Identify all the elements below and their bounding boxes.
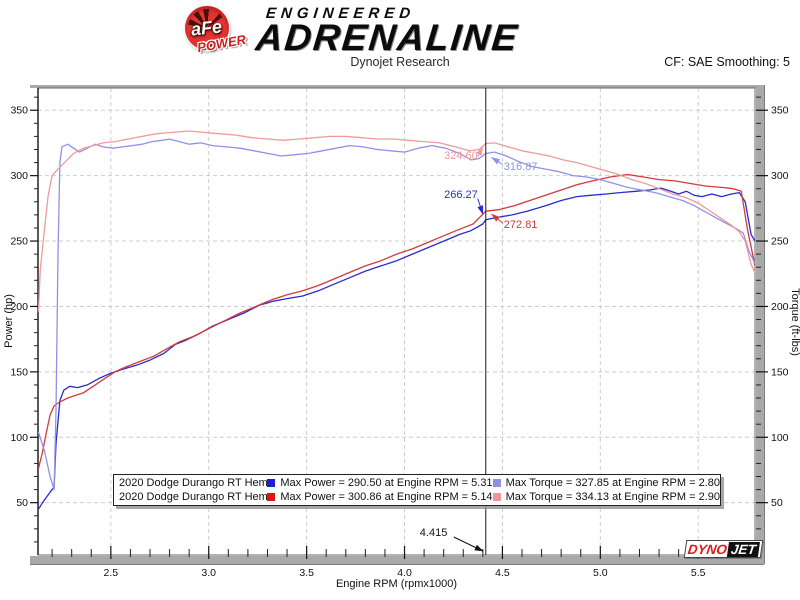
- axis-bar-bottom: [30, 556, 764, 564]
- afe-brand-logo: aFe POWER ENGINEERED ADRENALINE: [182, 3, 521, 58]
- y-axis-title-torque: Torque (ft-lbs): [789, 288, 800, 356]
- dynojet-logo-jet: JET: [726, 541, 760, 557]
- legend-max-power-group: Max Power = 300.86 at Engine RPM = 5.14: [267, 490, 493, 504]
- cursor-rpm-label: 4.415: [419, 527, 448, 539]
- tick-label: 300: [771, 170, 789, 182]
- leader-line: [476, 146, 484, 157]
- tick-label: 250: [771, 236, 789, 248]
- legend-run-name: 2020 Dodge Durango RT Hemi 5.7L Baseline…: [119, 477, 268, 489]
- axis-bar-right: [756, 85, 764, 564]
- tick-label: 50: [16, 497, 28, 509]
- leader-line: [490, 157, 504, 165]
- smoothing-setting-label: CF: SAE Smoothing: 5: [664, 55, 790, 69]
- leader-line: [491, 213, 504, 224]
- axis-bar-top: [30, 85, 764, 88]
- tick-label: 50: [771, 497, 783, 509]
- legend-max-torque: Max Torque = 334.13 at Engine RPM = 2.90: [505, 491, 720, 503]
- legend-box: 2020 Dodge Durango RT Hemi 5.7L Baseline…: [113, 474, 721, 506]
- tick-label: 4.0: [397, 567, 412, 579]
- torque-swatch-icon: [492, 479, 501, 487]
- afe-power-badge-icon: aFe POWER: [182, 3, 247, 57]
- tick-label: 100: [771, 432, 789, 444]
- legend-max-torque-group: Max Torque = 334.13 at Engine RPM = 2.90: [492, 490, 720, 504]
- legend-max-power-group: Max Power = 290.50 at Engine RPM = 5.31: [267, 476, 493, 490]
- cursor-value-torque-headers: 324.60: [444, 150, 478, 163]
- legend-max-torque-group: Max Torque = 327.85 at Engine RPM = 2.80: [492, 476, 720, 490]
- tick-label: 5.5: [691, 567, 706, 579]
- dynojet-logo-dyno: DYNO: [686, 541, 729, 557]
- curve-power_headers: [37, 173, 756, 469]
- x-axis-title: Engine RPM (rpmx1000): [336, 578, 457, 590]
- cursor-value-power-headers: 272.81: [503, 219, 538, 232]
- cursor-leader-line: [453, 536, 484, 552]
- tick-label: 2.5: [104, 567, 119, 579]
- tick-label: 150: [10, 366, 28, 378]
- legend-row-baseline: 2020 Dodge Durango RT Hemi 5.7L Baseline…: [114, 476, 720, 490]
- power-swatch-icon: [267, 493, 276, 501]
- tick-label: 200: [771, 301, 789, 313]
- tick-label: 200: [10, 301, 28, 313]
- cursor-value-power-baseline: 266.27: [444, 188, 478, 201]
- cursor-value-torque-baseline: 316.87: [503, 160, 538, 173]
- curve-power_baseline: [37, 187, 756, 510]
- tick-label: 300: [10, 170, 28, 182]
- tick-label: 5.0: [593, 567, 608, 579]
- power-swatch-icon: [267, 479, 276, 487]
- dynojet-logo: DYNO JET: [683, 540, 764, 558]
- legend-max-torque: Max Torque = 327.85 at Engine RPM = 2.80: [505, 477, 720, 489]
- curve-torque_headers: [37, 130, 756, 312]
- tick-label: 250: [10, 236, 28, 248]
- leader-line: [477, 198, 484, 215]
- tick-label: 3.5: [299, 567, 314, 579]
- afe-badge-circle-icon: aFe: [185, 6, 229, 50]
- tick-label: 4.5: [495, 567, 510, 579]
- tick-label: 100: [10, 432, 28, 444]
- torque-swatch-icon: [492, 493, 501, 501]
- tick-label: 150: [771, 366, 789, 378]
- y-axis-title-power: Power (hp): [3, 294, 15, 348]
- legend-run-name: 2020 Dodge Durango RT Hemi 5.7 Headers_3…: [119, 491, 268, 503]
- tick-label: 3.0: [201, 567, 216, 579]
- legend-row-headers: 2020 Dodge Durango RT Hemi 5.7 Headers_3…: [114, 490, 720, 504]
- tick-label: 350: [771, 105, 789, 117]
- legend-max-power: Max Power = 300.86 at Engine RPM = 5.14: [280, 491, 493, 503]
- legend-max-power: Max Power = 290.50 at Engine RPM = 5.31: [280, 477, 493, 489]
- chart-subtitle: Dynojet Research: [350, 55, 450, 69]
- tick-label: 350: [10, 105, 28, 117]
